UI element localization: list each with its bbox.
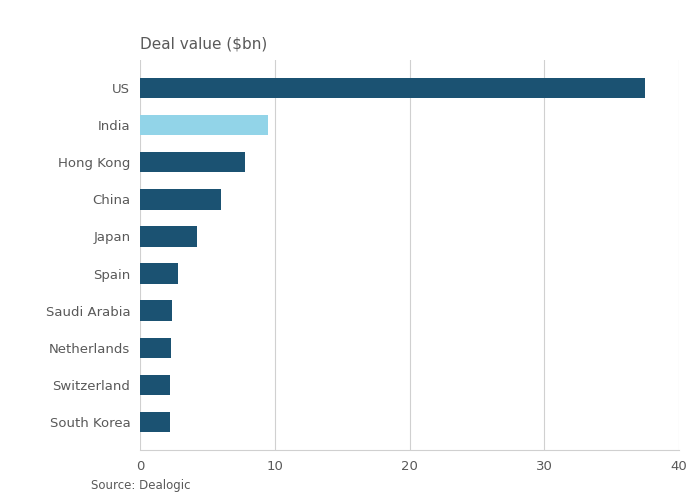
Bar [140,374,169,395]
Bar [140,300,172,321]
Bar [140,226,197,246]
Bar [140,152,245,172]
Bar [140,264,178,284]
Text: Source: Dealogic: Source: Dealogic [91,480,190,492]
Text: Deal value ($bn): Deal value ($bn) [140,37,267,52]
Bar [140,412,169,432]
Bar [140,189,221,210]
Bar [140,338,171,358]
Bar [140,78,645,98]
Bar [140,115,268,136]
